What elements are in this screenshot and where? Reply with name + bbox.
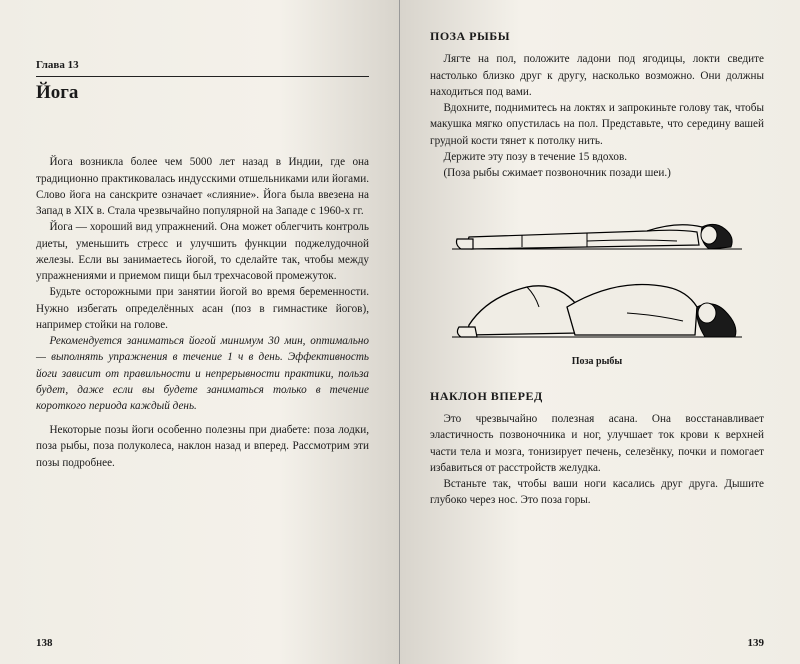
body-paragraph: Будьте осторожными при занятии йогой во …: [36, 284, 369, 333]
book-page-right: ПОЗА РЫБЫ Лягте на пол, положите ладони …: [400, 0, 800, 664]
body-paragraph-italic: Рекомендуется заниматься йогой минимум 3…: [36, 333, 369, 414]
figure-caption: Поза рыбы: [430, 355, 764, 370]
body-paragraph: Йога — хороший вид упражнений. Она может…: [36, 219, 369, 284]
body-paragraph: Некоторые позы йоги особенно полезны при…: [36, 422, 369, 471]
body-paragraph: Держите эту позу в течение 15 вдохов.: [430, 149, 764, 165]
body-paragraph: Это чрезвычайно полезная асана. Она восс…: [430, 411, 764, 476]
book-page-left: Глава 13 Йога Йога возникла более чем 50…: [0, 0, 400, 664]
body-paragraph: Лягте на пол, положите ладони под ягодиц…: [430, 51, 764, 100]
figure-fish-pose: [430, 197, 764, 347]
body-paragraph: Вдохните, поднимитесь на локтях и запрок…: [430, 100, 764, 149]
chapter-title: Йога: [36, 76, 369, 107]
body-paragraph: (Поза рыбы сжимает позвоночник позади ше…: [430, 165, 764, 181]
fish-pose-bottom-icon: [447, 257, 747, 347]
section-title-fish-pose: ПОЗА РЫБЫ: [430, 28, 764, 45]
page-number: 139: [748, 636, 765, 652]
chapter-label: Глава 13: [36, 58, 369, 74]
body-paragraph: Йога возникла более чем 5000 лет назад в…: [36, 154, 369, 219]
fish-pose-top-icon: [447, 197, 747, 257]
page-number: 138: [36, 636, 53, 652]
section-title-forward-bend: НАКЛОН ВПЕРЕД: [430, 388, 764, 405]
body-paragraph: Встаньте так, чтобы ваши ноги касались д…: [430, 476, 764, 508]
